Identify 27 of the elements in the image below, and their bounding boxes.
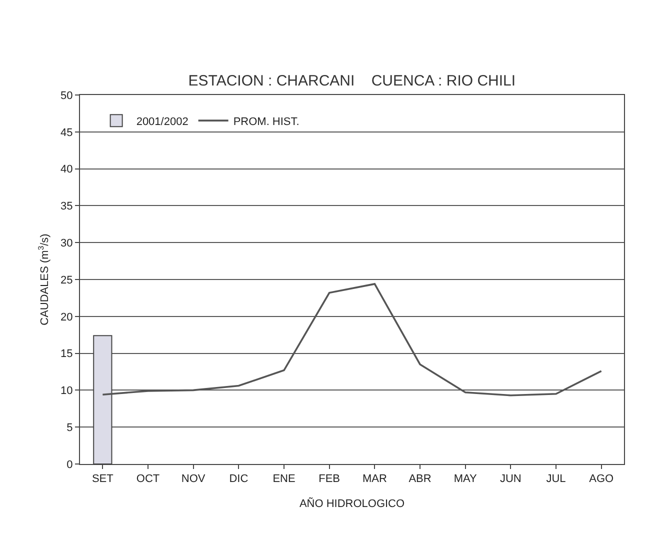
- y-tick-label: 0: [66, 458, 73, 471]
- x-tick-label: AGO: [589, 473, 614, 486]
- x-tick-label: ENE: [272, 473, 296, 486]
- y-tick-label: 45: [60, 126, 73, 139]
- y-tick-label: 50: [60, 90, 73, 102]
- x-tick-label: JUL: [546, 473, 566, 486]
- y-tick-label: 40: [60, 164, 73, 176]
- x-tick-label: MAY: [454, 473, 478, 486]
- x-tick-label: FEB: [318, 473, 340, 486]
- y-tick-label: 35: [60, 200, 73, 213]
- legend-label: 2001/2002: [136, 116, 188, 128]
- y-tick-label: 15: [60, 348, 73, 360]
- x-tick-label: MAR: [362, 473, 387, 486]
- x-tick-label: NOV: [181, 473, 206, 486]
- x-tick-label: OCT: [136, 473, 160, 486]
- y-tick-label: 30: [60, 237, 73, 250]
- y-tick-label: 5: [66, 422, 73, 434]
- y-tick-label: 20: [60, 311, 73, 324]
- legend-label: PROM. HIST.: [233, 116, 300, 128]
- y-tick-label: 10: [60, 385, 73, 398]
- x-tick-label: SET: [92, 473, 114, 486]
- x-tick-label: JUN: [500, 473, 522, 486]
- x-tick-label: DIC: [229, 473, 248, 486]
- x-tick-label: ABR: [408, 473, 432, 486]
- y-tick-label: 25: [60, 274, 73, 286]
- x-axis-title: AÑO HIDROLOGICO: [299, 497, 406, 510]
- chart-title: ESTACION : CHARCANI CUENCA : RIO CHILI: [188, 72, 516, 90]
